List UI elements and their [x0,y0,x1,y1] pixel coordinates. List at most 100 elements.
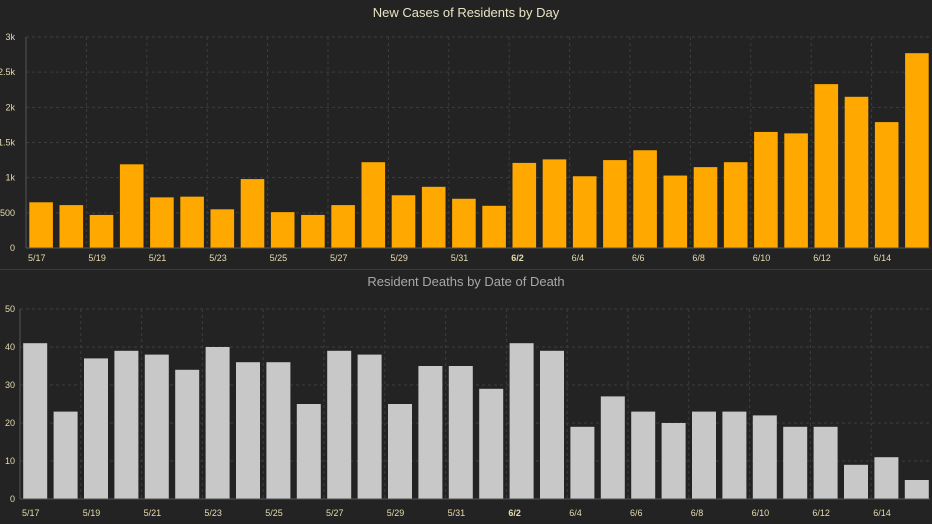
deaths-bar-6-1[interactable] [479,388,504,499]
deaths-bar-6-8[interactable] [692,411,716,499]
deaths-x-tick-label: 6/2 [508,508,521,518]
cases-x-tick-label: 6/12 [813,253,831,263]
cases-bar-5-22[interactable] [180,196,204,248]
cases-x-tick-label: 6/6 [632,253,645,263]
cases-x-tick-label: 5/29 [390,253,408,263]
cases-x-tick-label: 5/17 [28,253,46,263]
cases-bar-6-15[interactable] [905,53,929,248]
cases-bar-6-1[interactable] [482,205,506,248]
deaths-y-tick-label: 40 [5,342,15,352]
cases-bar-6-4[interactable] [572,176,597,248]
cases-bar-6-2[interactable] [512,162,537,248]
cases-x-tick-label: 6/10 [753,253,771,263]
deaths-x-tick-label: 5/31 [448,508,466,518]
cases-x-tick-label: 6/8 [692,253,705,263]
deaths-y-tick-label: 10 [5,456,15,466]
deaths-bar-5-31[interactable] [448,366,473,499]
cases-x-tick-label: 5/23 [209,253,227,263]
deaths-bar-6-13[interactable] [844,464,868,499]
deaths-x-tick-label: 5/29 [387,508,405,518]
deaths-bar-5-23[interactable] [205,347,230,499]
cases-bar-6-9[interactable] [723,162,748,248]
cases-bar-6-7[interactable] [663,175,688,248]
cases-bar-5-28[interactable] [361,162,386,248]
deaths-x-tick-label: 6/4 [569,508,582,518]
cases-y-tick-label: 500 [0,208,15,218]
deaths-bar-6-9[interactable] [722,411,747,499]
cases-y-tick-label: 3k [5,32,15,42]
cases-bar-5-25[interactable] [270,212,295,248]
deaths-x-tick-label: 5/23 [204,508,222,518]
cases-bar-6-14[interactable] [874,122,899,248]
cases-x-tick-label: 5/25 [270,253,288,263]
cases-y-tick-label: 0 [10,243,15,253]
deaths-bar-5-22[interactable] [175,369,200,499]
chart-divider [0,269,932,270]
deaths-bar-5-21[interactable] [144,354,169,499]
cases-bar-5-30[interactable] [421,186,446,248]
deaths-bar-5-29[interactable] [388,404,412,499]
deaths-bar-6-14[interactable] [874,457,899,499]
deaths-bar-5-18[interactable] [53,411,78,499]
deaths-y-tick-label: 50 [5,304,15,314]
deaths-bar-5-27[interactable] [327,350,352,499]
cases-x-tick-label: 6/4 [572,253,585,263]
deaths-bar-6-6[interactable] [631,411,656,499]
deaths-chart-title: Resident Deaths by Date of Death [367,274,564,289]
cases-bar-6-11[interactable] [784,133,808,248]
deaths-y-tick-label: 20 [5,418,15,428]
cases-x-tick-label: 6/14 [874,253,892,263]
cases-x-tick-label: 5/31 [451,253,469,263]
deaths-bar-6-7[interactable] [661,423,686,499]
cases-bar-6-3[interactable] [542,159,567,248]
deaths-bar-5-24[interactable] [236,362,260,499]
cases-y-tick-label: 2k [5,102,15,112]
deaths-x-tick-label: 5/21 [144,508,162,518]
deaths-x-tick-label: 5/19 [83,508,101,518]
deaths-bar-5-28[interactable] [357,354,382,499]
deaths-bar-5-17[interactable] [23,343,48,499]
deaths-x-tick-label: 5/27 [326,508,344,518]
deaths-bar-6-5[interactable] [600,396,625,499]
deaths-x-tick-label: 6/12 [812,508,830,518]
deaths-bar-6-2[interactable] [509,343,534,499]
cases-bar-5-24[interactable] [240,179,265,248]
cases-y-tick-label: 1.5k [0,138,15,148]
deaths-bar-6-12[interactable] [813,426,838,499]
deaths-x-tick-label: 6/14 [873,508,891,518]
cases-bar-6-6[interactable] [633,150,657,248]
deaths-bar-5-26[interactable] [296,404,321,499]
cases-bar-6-8[interactable] [693,167,718,248]
cases-bar-5-27[interactable] [331,205,355,248]
cases-x-tick-label: 5/21 [149,253,167,263]
deaths-bar-6-3[interactable] [540,350,564,499]
cases-bar-5-21[interactable] [150,197,174,248]
cases-bar-6-12[interactable] [814,84,839,248]
deaths-bar-5-19[interactable] [84,358,108,499]
cases-bar-6-5[interactable] [603,160,627,248]
deaths-bar-6-4[interactable] [570,426,595,499]
cases-x-tick-label: 6/2 [511,253,524,263]
cases-bar-5-17[interactable] [29,202,53,248]
cases-bar-5-31[interactable] [452,198,476,248]
new-cases-chart: New Cases of Residents by Day 0 500 1k 1.5k 2… [0,5,930,263]
deaths-bar-5-20[interactable] [114,350,139,499]
deaths-bar-6-10[interactable] [752,415,777,499]
cases-bar-6-13[interactable] [844,96,869,249]
deaths-bar-5-30[interactable] [418,366,443,499]
cases-bar-5-23[interactable] [210,209,235,248]
deaths-bar-6-15[interactable] [904,480,929,499]
cases-bar-6-10[interactable] [754,131,778,248]
cases-bar-5-18[interactable] [59,205,84,248]
cases-bar-5-20[interactable] [119,164,144,248]
deaths-y-tick-label: 0 [10,494,15,504]
cases-bar-5-29[interactable] [391,195,416,248]
cases-chart-title: New Cases of Residents by Day [373,5,560,20]
cases-bar-5-19[interactable] [89,214,114,248]
deaths-bar-6-11[interactable] [783,426,808,499]
cases-bar-5-26[interactable] [301,214,325,248]
deaths-x-tick-label: 5/17 [22,508,40,518]
deaths-bar-5-25[interactable] [266,362,291,499]
deaths-x-tick-label: 5/25 [265,508,283,518]
